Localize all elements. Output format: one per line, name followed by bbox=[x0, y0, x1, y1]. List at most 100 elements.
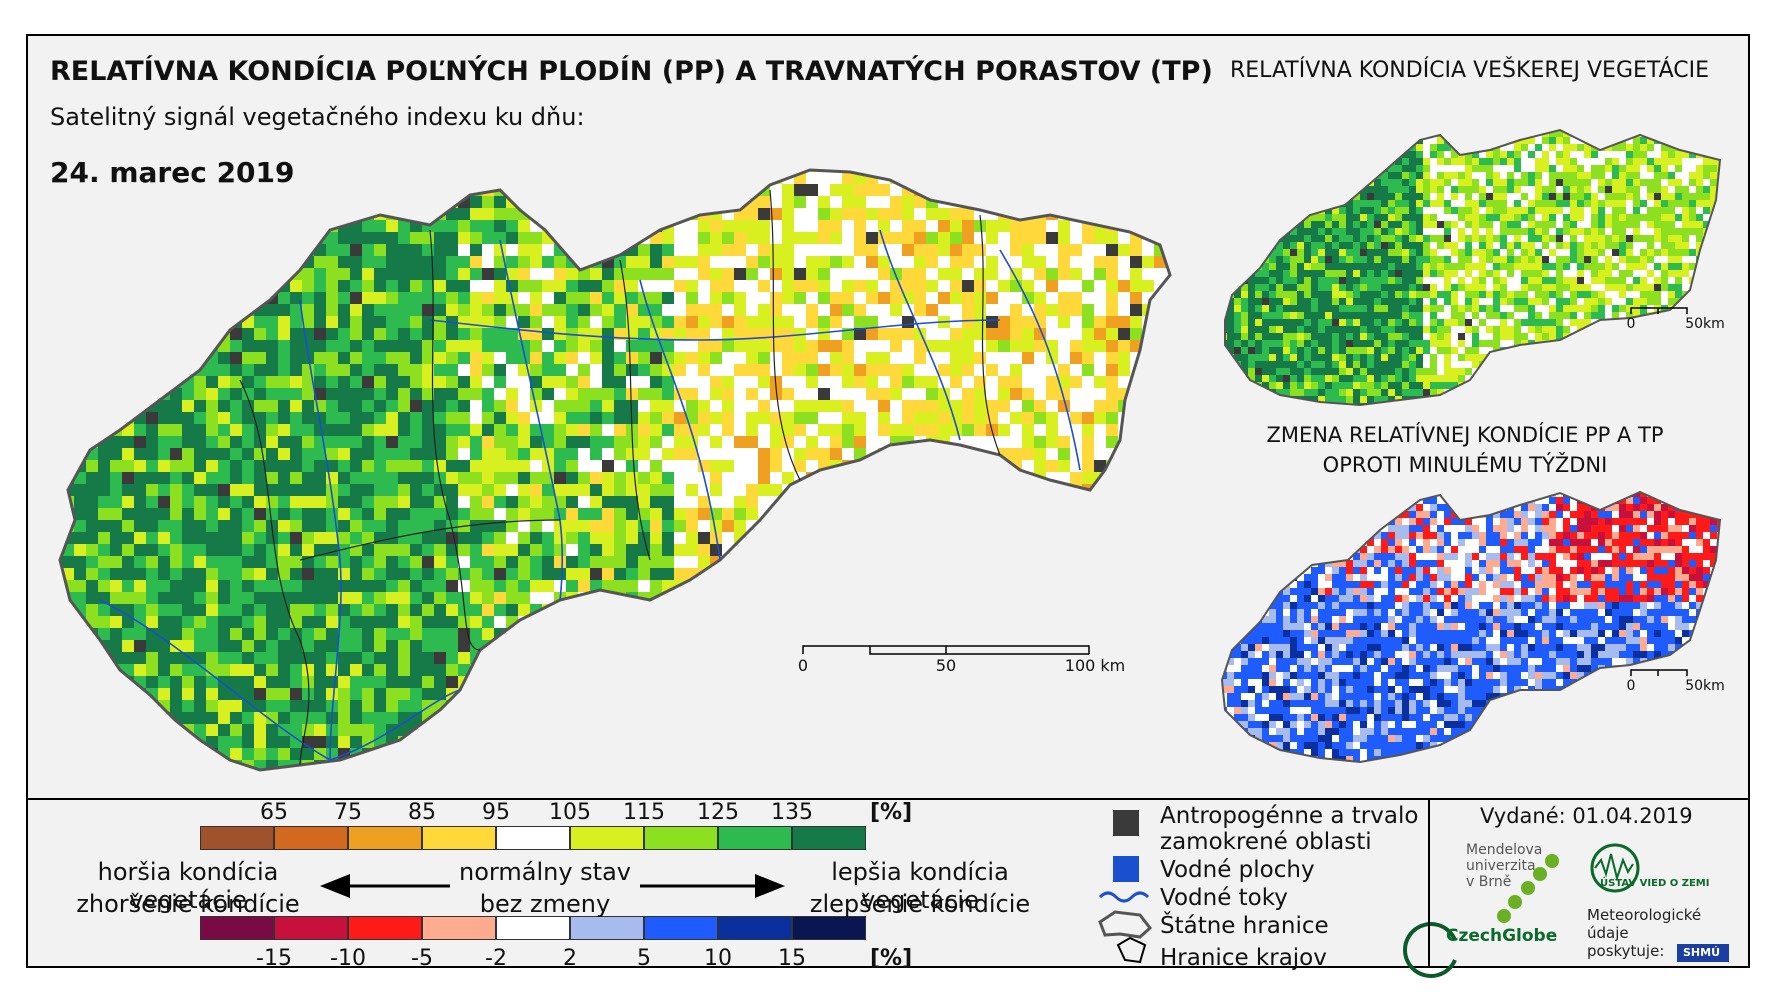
raster-cell bbox=[206, 652, 219, 665]
raster-cell bbox=[1130, 532, 1143, 545]
raster-cell bbox=[842, 712, 855, 725]
raster-cell bbox=[590, 460, 603, 473]
raster-cell bbox=[1130, 244, 1143, 257]
raster-cell bbox=[530, 170, 543, 173]
raster-cell bbox=[146, 472, 159, 485]
raster-cell bbox=[1166, 520, 1170, 533]
raster-cell bbox=[278, 460, 291, 473]
raster-cell bbox=[374, 448, 387, 461]
raster-cell bbox=[1142, 508, 1155, 521]
raster-cell bbox=[230, 196, 243, 209]
raster-cell bbox=[98, 724, 111, 737]
raster-cell bbox=[1046, 400, 1059, 413]
raster-cell bbox=[362, 604, 375, 617]
raster-cell bbox=[950, 448, 963, 461]
raster-cell bbox=[86, 772, 99, 785]
raster-cell bbox=[60, 628, 63, 641]
raster-cell bbox=[674, 436, 687, 449]
raster-cell bbox=[218, 472, 231, 485]
raster-cell bbox=[1094, 424, 1107, 437]
raster-cell bbox=[482, 400, 495, 413]
raster-cell bbox=[866, 580, 879, 593]
raster-cell bbox=[1070, 628, 1083, 641]
raster-cell bbox=[614, 736, 627, 749]
raster-cell bbox=[470, 316, 483, 329]
raster-cell bbox=[842, 400, 855, 413]
raster-cell bbox=[602, 208, 615, 221]
raster-cell bbox=[710, 568, 723, 581]
raster-cell bbox=[434, 676, 447, 689]
raster-cell bbox=[638, 568, 651, 581]
raster-cell bbox=[566, 628, 579, 641]
raster-cell bbox=[482, 592, 495, 605]
raster-cell bbox=[854, 256, 867, 269]
raster-cell bbox=[758, 556, 771, 569]
raster-cell bbox=[770, 436, 783, 449]
raster-cell bbox=[362, 352, 375, 365]
raster-cell bbox=[962, 376, 975, 389]
raster-cell bbox=[962, 328, 975, 341]
raster-cell bbox=[290, 256, 303, 269]
raster-cell bbox=[542, 400, 555, 413]
raster-cell bbox=[746, 640, 759, 653]
raster-cell bbox=[1094, 640, 1107, 653]
raster-cell bbox=[1283, 130, 1291, 138]
raster-cell bbox=[1142, 760, 1155, 770]
raster-cell bbox=[974, 304, 987, 317]
raster-cell bbox=[698, 376, 711, 389]
raster-cell bbox=[590, 328, 603, 341]
raster-cell bbox=[986, 376, 999, 389]
raster-cell bbox=[662, 520, 675, 533]
raster-cell bbox=[842, 748, 855, 761]
raster-cell bbox=[374, 556, 387, 569]
raster-cell bbox=[542, 772, 555, 785]
raster-cell bbox=[782, 700, 795, 713]
raster-cell bbox=[1082, 532, 1095, 545]
raster-cell bbox=[158, 460, 171, 473]
raster-cell bbox=[230, 328, 243, 341]
raster-cell bbox=[446, 604, 459, 617]
raster-cell bbox=[926, 556, 939, 569]
raster-cell bbox=[302, 208, 315, 221]
raster-cell bbox=[470, 460, 483, 473]
raster-cell bbox=[218, 712, 231, 725]
raster-cell bbox=[1130, 268, 1143, 281]
raster-cell bbox=[494, 592, 507, 605]
raster-cell bbox=[470, 388, 483, 401]
raster-cell bbox=[710, 592, 723, 605]
raster-cell bbox=[758, 496, 771, 509]
raster-cell bbox=[62, 364, 75, 377]
raster-cell bbox=[422, 268, 435, 281]
raster-cell bbox=[794, 244, 807, 257]
raster-cell bbox=[290, 736, 303, 749]
raster-cell bbox=[590, 340, 603, 353]
raster-cell bbox=[686, 328, 699, 341]
raster-cell bbox=[470, 604, 483, 617]
raster-cell bbox=[686, 712, 699, 725]
raster-cell bbox=[134, 328, 147, 341]
raster-cell bbox=[638, 376, 651, 389]
raster-cell bbox=[254, 520, 267, 533]
raster-cell bbox=[1106, 676, 1119, 689]
raster-cell bbox=[1118, 172, 1131, 185]
raster-cell bbox=[1130, 604, 1143, 617]
raster-cell bbox=[254, 736, 267, 749]
raster-cell bbox=[446, 568, 459, 581]
raster-cell bbox=[1166, 328, 1170, 341]
raster-cell bbox=[1675, 130, 1683, 138]
raster-cell bbox=[602, 448, 615, 461]
raster-cell bbox=[662, 170, 675, 173]
raster-cell bbox=[566, 616, 579, 629]
raster-cell bbox=[182, 208, 195, 221]
raster-cell bbox=[950, 748, 963, 761]
raster-cell bbox=[398, 616, 411, 629]
raster-cell bbox=[134, 268, 147, 281]
raster-cell bbox=[542, 592, 555, 605]
raster-cell bbox=[422, 340, 435, 353]
raster-cell bbox=[722, 604, 735, 617]
raster-cell bbox=[578, 628, 591, 641]
raster-cell bbox=[998, 436, 1011, 449]
raster-cell bbox=[662, 340, 675, 353]
raster-cell bbox=[746, 616, 759, 629]
raster-cell bbox=[854, 170, 867, 173]
